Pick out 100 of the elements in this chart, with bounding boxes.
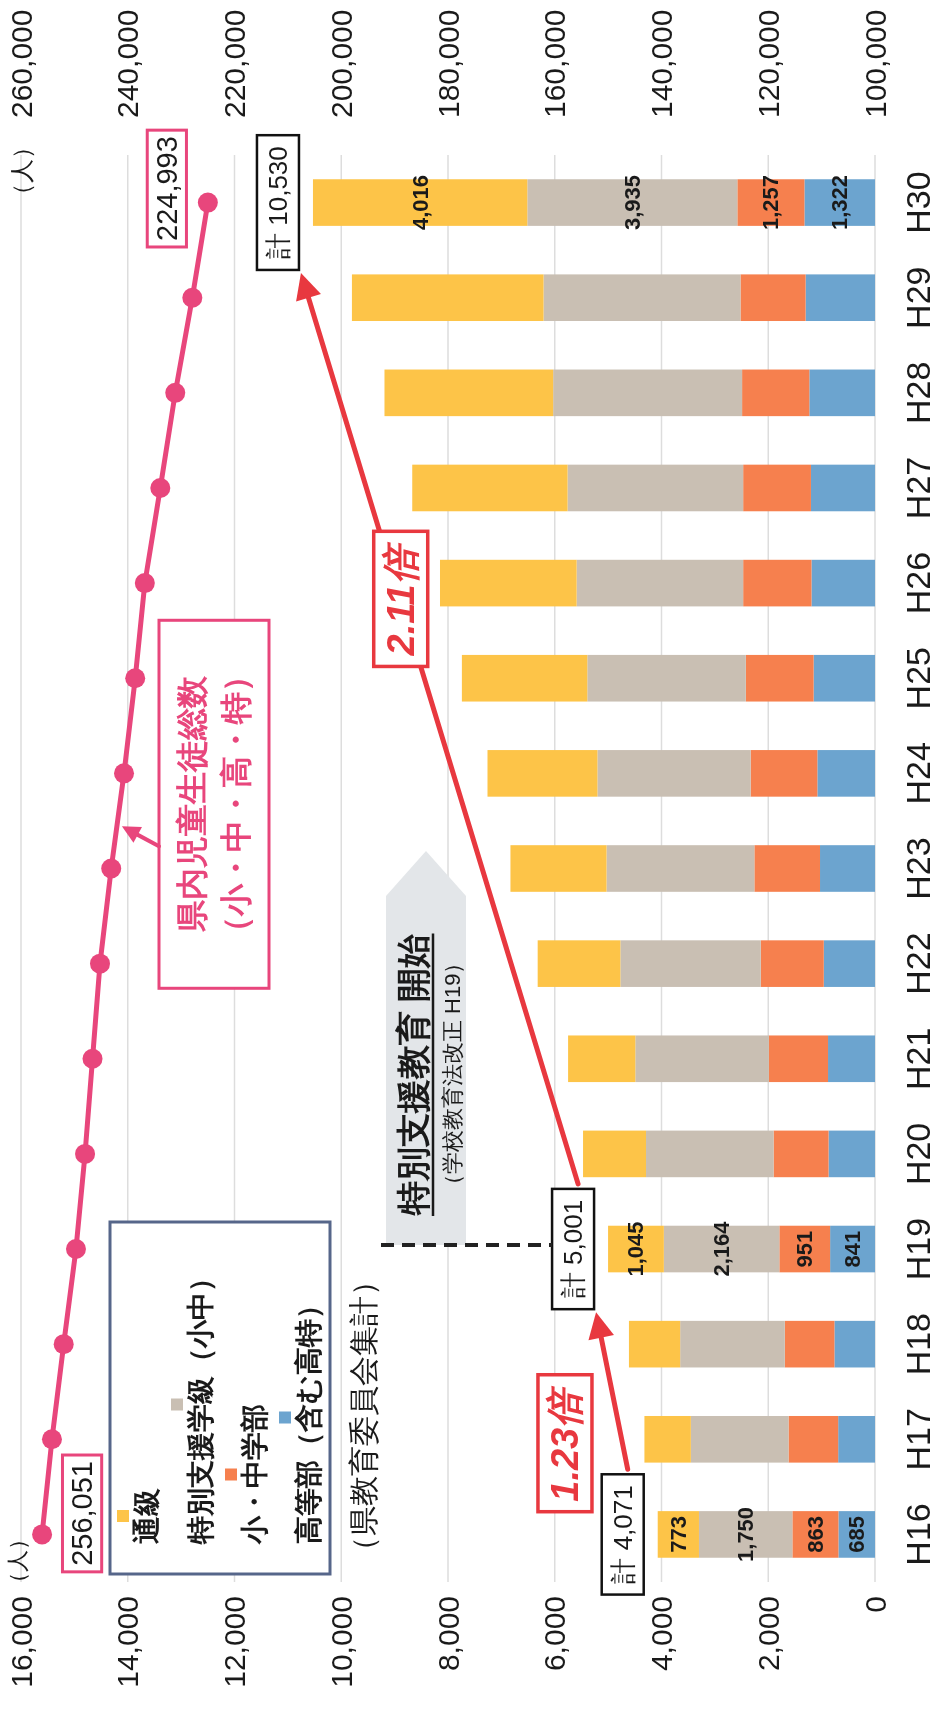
point — [41, 1429, 62, 1450]
bar — [644, 1415, 691, 1463]
point — [182, 287, 203, 308]
bar — [743, 559, 812, 607]
bar — [543, 274, 741, 322]
legend-label: 高等部（含む高特） — [292, 1291, 324, 1544]
data-label: 4,016 — [407, 175, 433, 231]
bar — [412, 464, 568, 512]
point — [75, 1143, 96, 1164]
x2-tick-label: 220,000 — [218, 9, 251, 118]
y-tick-label: H25 — [899, 647, 937, 710]
legend-label: 通級 — [130, 1488, 162, 1544]
bar — [461, 654, 588, 702]
bar — [740, 274, 806, 322]
x-tick-label: 0 — [858, 1596, 892, 1613]
total-label: 計 4,071 — [607, 1485, 638, 1584]
y-tick-label: H17 — [899, 1408, 937, 1471]
y-tick-label: H16 — [899, 1503, 937, 1566]
total-label: 計 5,001 — [558, 1199, 589, 1299]
x-tick-label: 16,000 — [4, 1596, 38, 1688]
x-tick-label: 2,000 — [751, 1596, 785, 1672]
bar — [576, 559, 744, 607]
point — [114, 763, 135, 784]
bar — [597, 750, 751, 797]
point — [197, 192, 218, 213]
text: 県内児童生徒総数（小・中・高・特） — [174, 660, 254, 949]
bar — [828, 1035, 875, 1083]
y-tick-label: H19 — [899, 1217, 937, 1281]
bar — [743, 464, 811, 512]
annotation: （県教育委員会集計） — [346, 1266, 380, 1566]
annotation: 1.23倍 — [543, 1384, 586, 1502]
bar — [742, 369, 810, 417]
bar — [690, 1415, 789, 1463]
data-label: 773 — [665, 1516, 691, 1553]
bar — [583, 1130, 647, 1178]
x2-tick-label: 200,000 — [324, 9, 358, 118]
bar — [487, 750, 598, 797]
bar — [384, 369, 554, 417]
bar — [805, 274, 875, 322]
bar — [568, 1035, 636, 1083]
y-tick-label: H23 — [899, 837, 937, 900]
x2-tick-label: 100,000 — [858, 9, 892, 118]
bar — [784, 1320, 835, 1368]
bar — [606, 845, 755, 892]
x-tick-label: 8,000 — [431, 1596, 465, 1672]
bar — [620, 940, 761, 987]
point — [90, 953, 110, 974]
annotation: 特別支援教育 開始 — [394, 933, 432, 1217]
x2-axis-title: （人） — [7, 135, 35, 207]
y-tick-label: H26 — [899, 551, 937, 615]
bar — [635, 1035, 769, 1083]
bar — [745, 654, 814, 702]
data-label: 3,935 — [619, 175, 645, 231]
data-label: 1,750 — [733, 1506, 759, 1562]
bar — [820, 845, 875, 892]
y-tick-label: H30 — [899, 171, 937, 234]
x-tick-label: 10,000 — [324, 1596, 358, 1688]
x2-tick-label: 140,000 — [645, 9, 678, 118]
y-tick-label: H29 — [899, 266, 937, 329]
y-tick-label: H21 — [899, 1027, 937, 1090]
legend-label: 小・中学部 — [238, 1404, 270, 1545]
data-label: 685 — [844, 1516, 870, 1553]
data-label: 1,045 — [623, 1221, 649, 1277]
data-label: 256,051 — [66, 1461, 99, 1566]
x2-tick-label: 240,000 — [111, 9, 145, 118]
data-label: 224,993 — [150, 136, 183, 241]
x2-tick-label: 180,000 — [431, 9, 465, 118]
bar — [809, 369, 875, 417]
bar — [510, 845, 607, 892]
data-label: 841 — [840, 1230, 866, 1268]
y-tick-label: H28 — [899, 361, 937, 425]
data-label: 2,164 — [709, 1220, 735, 1277]
bar — [817, 750, 875, 797]
point — [165, 382, 186, 403]
x2-tick-label: 120,000 — [751, 9, 785, 118]
y-tick-label: H22 — [899, 932, 937, 995]
bar — [773, 1130, 829, 1178]
bar — [828, 1130, 875, 1178]
point — [134, 573, 155, 594]
bar — [646, 1130, 774, 1178]
bar — [823, 940, 875, 987]
point — [125, 668, 146, 689]
bar — [760, 940, 824, 987]
x-tick-label: 14,000 — [111, 1596, 145, 1688]
bar — [439, 559, 577, 607]
x2-tick-label: 260,000 — [4, 9, 38, 118]
y-tick-label: H18 — [899, 1312, 937, 1376]
bar — [351, 274, 544, 322]
bar — [754, 845, 821, 892]
bar — [838, 1415, 875, 1463]
legend-label: 特別支援学級（小中） — [184, 1264, 216, 1545]
bar — [567, 464, 744, 512]
bar — [788, 1415, 839, 1463]
bar — [537, 940, 621, 987]
point — [82, 1048, 103, 1069]
point — [101, 858, 122, 879]
x-tick-label: 6,000 — [538, 1596, 572, 1672]
point — [150, 477, 171, 498]
bar — [811, 559, 875, 607]
bar — [813, 654, 875, 702]
